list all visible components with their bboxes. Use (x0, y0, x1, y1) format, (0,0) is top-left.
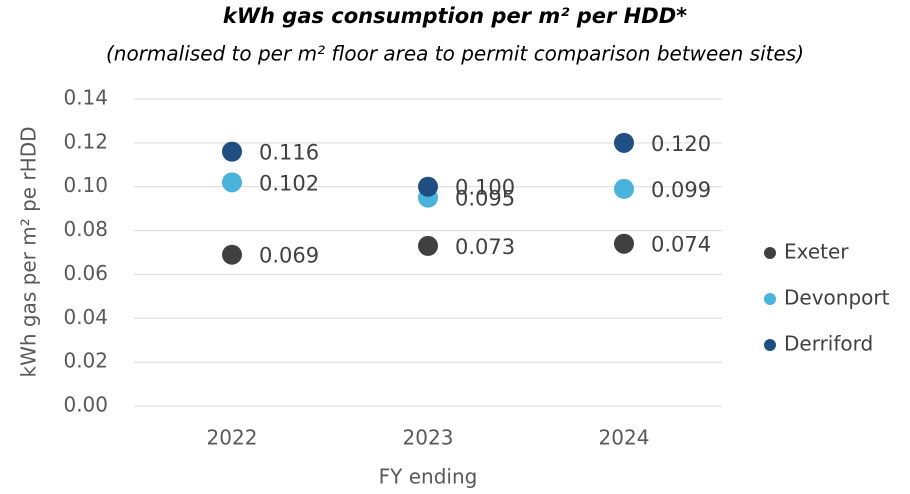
marker (418, 235, 438, 256)
marker (222, 141, 242, 162)
y-tick-label: 0.00 (63, 393, 108, 417)
y-tick-label: 0.10 (63, 173, 108, 197)
chart-subtitle: (normalised to per m² floor area to perm… (106, 42, 804, 66)
x-tick-label: 2024 (599, 426, 650, 450)
data-label: 0.099 (651, 178, 711, 202)
y-tick-label: 0.12 (63, 129, 108, 153)
y-axis-label: kWh gas per m² pe rHDD (17, 127, 41, 378)
marker (614, 132, 634, 153)
chart-title: kWh gas consumption per m² per HDD* (223, 4, 687, 28)
y-tick-label: 0.14 (63, 86, 108, 110)
y-tick-label: 0.08 (63, 217, 108, 241)
y-tick-label: 0.02 (63, 349, 108, 373)
data-label: 0.116 (259, 141, 319, 165)
x-axis-label: FY ending (379, 465, 478, 489)
marker (222, 244, 242, 265)
data-label: 0.120 (651, 132, 711, 156)
marker (614, 178, 634, 199)
legend-marker (764, 247, 776, 259)
x-tick-label: 2022 (207, 426, 258, 450)
legend-marker (764, 339, 776, 351)
y-tick-label: 0.06 (63, 261, 108, 285)
marker (222, 172, 242, 193)
data-label: 0.074 (651, 233, 711, 257)
y-tick-label: 0.04 (63, 305, 108, 329)
data-label: 0.069 (259, 244, 319, 268)
data-label: 0.073 (455, 235, 515, 259)
data-label: 0.100 (455, 176, 515, 200)
legend-label: Derriford (784, 332, 873, 356)
data-label: 0.095 (455, 187, 515, 211)
x-tick-label: 2023 (403, 426, 454, 450)
marker (614, 233, 634, 254)
legend-label: Exeter (784, 240, 849, 264)
legend-label: Devonport (784, 286, 890, 310)
legend-marker (764, 293, 776, 305)
marker (418, 176, 438, 197)
data-label: 0.102 (259, 171, 319, 195)
